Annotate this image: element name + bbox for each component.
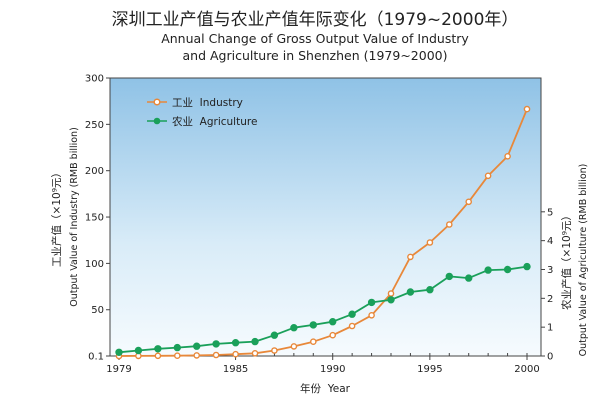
legend-industry-marker bbox=[153, 98, 161, 106]
series-industry-point bbox=[212, 351, 220, 359]
right-axis-tick-label: 3 bbox=[547, 265, 553, 276]
series-agriculture-point bbox=[348, 310, 356, 318]
chart-subtitle-line-2: and Agriculture in Shenzhen (1979~2000) bbox=[183, 48, 448, 63]
series-industry-point bbox=[465, 198, 473, 206]
series-industry-point bbox=[445, 221, 453, 228]
series-agriculture-point bbox=[270, 331, 279, 339]
left-axis-tick-label: 150 bbox=[85, 213, 104, 224]
series-agriculture-point bbox=[367, 298, 376, 307]
series-industry-point bbox=[251, 349, 259, 357]
right-axis-tick-label: 4 bbox=[547, 236, 553, 247]
left-axis-title-en: Output Value of Industry (RMB billion) bbox=[69, 127, 80, 307]
series-agriculture-point bbox=[192, 342, 201, 350]
series-agriculture-point bbox=[290, 324, 298, 332]
right-axis-tick-label: 2 bbox=[547, 294, 553, 305]
series-industry-point bbox=[193, 352, 200, 359]
right-axis: 0 1 2 3 4 5 bbox=[541, 207, 553, 363]
right-axis-tick-label: 0 bbox=[547, 352, 553, 363]
right-axis-tick-label: 5 bbox=[547, 207, 553, 218]
series-agriculture-point bbox=[523, 262, 531, 271]
series-layer bbox=[115, 105, 531, 360]
left-axis-tick-label: 300 bbox=[85, 74, 104, 85]
right-axis-title-cn: 农业产值（×10⁹元） bbox=[560, 210, 573, 310]
series-agriculture-point bbox=[212, 340, 220, 348]
series-industry-point bbox=[348, 322, 356, 330]
series-industry-point bbox=[271, 347, 278, 354]
series-industry-point bbox=[329, 331, 337, 339]
series-industry-point bbox=[173, 352, 181, 360]
series-industry-point bbox=[504, 152, 511, 160]
series-agriculture-point bbox=[503, 265, 512, 274]
series-agriculture-point bbox=[445, 272, 453, 281]
left-axis: 0.1 50 100 150 200 250 300 bbox=[85, 74, 110, 363]
chart-title: 深圳工业产值与农业产值年际变化（1979~2000年） bbox=[112, 10, 519, 30]
series-agriculture-point bbox=[329, 318, 337, 326]
series-industry-point bbox=[154, 352, 162, 360]
left-axis-tick-label: 250 bbox=[85, 120, 104, 131]
series-agriculture-point bbox=[115, 348, 123, 356]
legend-agriculture-label: 农业 Agriculture bbox=[172, 115, 257, 128]
series-agriculture-point bbox=[426, 286, 434, 294]
chart-subtitle-line-1: Annual Change of Gross Output Value of I… bbox=[161, 31, 469, 46]
left-axis-tick-label: 100 bbox=[85, 259, 104, 270]
series-industry-point bbox=[309, 338, 317, 346]
left-axis-title-cn: 工业产值（×10⁹元） bbox=[50, 167, 63, 267]
x-axis-tick-label: 1979 bbox=[106, 364, 131, 375]
plot-area bbox=[109, 77, 542, 357]
series-agriculture-point bbox=[406, 288, 415, 296]
legend-industry-label: 工业 Industry bbox=[172, 97, 243, 109]
x-axis-tick-label: 2000 bbox=[514, 364, 539, 375]
series-industry-point bbox=[407, 253, 414, 261]
series-agriculture-point bbox=[134, 346, 143, 355]
legend: 工业 Industry 农业 Agriculture bbox=[147, 97, 257, 128]
series-agriculture-point bbox=[465, 274, 473, 282]
left-axis-tick-label: 50 bbox=[91, 305, 104, 316]
left-axis-tick-label: 200 bbox=[85, 166, 104, 177]
x-axis-tick-label: 1995 bbox=[417, 364, 442, 375]
series-agriculture-point bbox=[309, 321, 317, 329]
series-industry-point bbox=[368, 311, 375, 319]
series-industry-point bbox=[290, 343, 298, 350]
series-industry-point bbox=[484, 172, 492, 180]
series-agriculture-point bbox=[173, 343, 182, 352]
series-industry-point bbox=[232, 350, 239, 358]
x-axis-title: 年份 Year bbox=[300, 382, 351, 395]
series-agriculture-point bbox=[251, 337, 259, 346]
series-agriculture-line bbox=[118, 265, 528, 354]
series-agriculture-point bbox=[231, 339, 240, 347]
series-industry-line bbox=[118, 108, 528, 357]
left-axis-tick-label: 0.1 bbox=[88, 352, 104, 363]
x-axis-tick-label: 1985 bbox=[223, 364, 248, 375]
right-axis-tick-label: 1 bbox=[547, 323, 553, 334]
right-axis-title-en: Output Value of Agriculture (RMB billion… bbox=[578, 164, 589, 357]
series-agriculture-point bbox=[387, 296, 395, 304]
series-industry-point bbox=[387, 290, 395, 297]
series-agriculture-point bbox=[154, 345, 162, 353]
series-agriculture-point bbox=[484, 266, 492, 274]
series-industry-point bbox=[523, 105, 531, 113]
x-axis-tick-label: 1990 bbox=[320, 364, 345, 375]
series-industry-point bbox=[426, 239, 434, 246]
legend-agriculture-marker bbox=[153, 117, 161, 125]
